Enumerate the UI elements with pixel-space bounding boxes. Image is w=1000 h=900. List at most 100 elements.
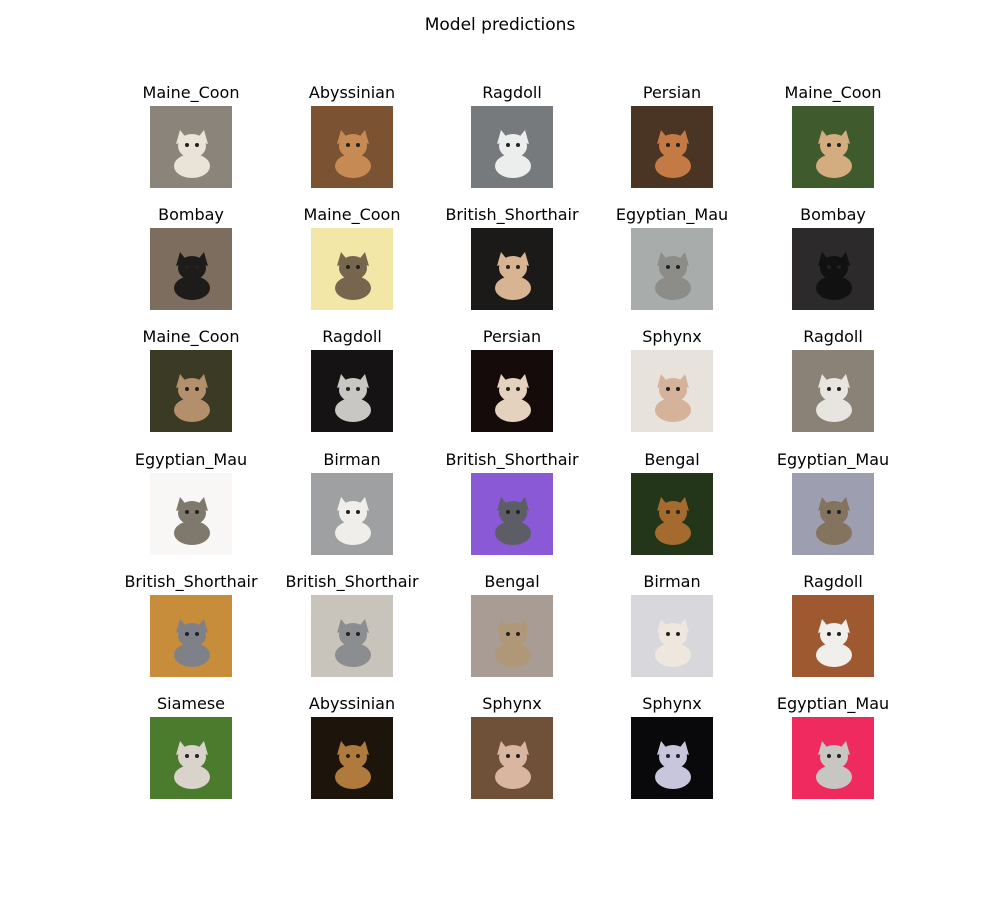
cat-shape [331, 495, 375, 545]
prediction-cell: Birman [572, 573, 772, 683]
predicted-label: British_Shorthair [124, 572, 258, 591]
cat-shape [331, 739, 375, 789]
cat-shape [170, 128, 214, 178]
cat-image [471, 473, 553, 555]
predicted-label: Bengal [484, 572, 540, 591]
cat-shape [491, 495, 535, 545]
prediction-cell: Egyptian_Mau [733, 695, 933, 805]
predicted-label: Maine_Coon [303, 205, 401, 224]
cat-shape [331, 250, 375, 300]
prediction-cell: Birman [252, 451, 452, 561]
prediction-cell: Maine_Coon [91, 84, 291, 194]
predicted-label: Egyptian_Mau [134, 450, 248, 469]
cat-shape [170, 250, 214, 300]
cat-image [792, 473, 874, 555]
prediction-cell: British_Shorthair [252, 573, 452, 683]
cat-image [631, 595, 713, 677]
prediction-cell: Bombay [733, 206, 933, 316]
cat-image [150, 106, 232, 188]
predicted-label: Egyptian_Mau [776, 450, 890, 469]
cat-shape [812, 495, 856, 545]
cat-image [792, 228, 874, 310]
predicted-label: Maine_Coon [142, 327, 240, 346]
predicted-label: British_Shorthair [445, 205, 579, 224]
prediction-cell: Egyptian_Mau [91, 451, 291, 561]
predicted-label: Egyptian_Mau [615, 205, 729, 224]
predicted-label: Abyssinian [308, 83, 396, 102]
predicted-label: British_Shorthair [445, 450, 579, 469]
cat-image [311, 473, 393, 555]
cat-shape [651, 128, 695, 178]
prediction-cell: Bengal [412, 573, 612, 683]
predicted-label: Birman [323, 450, 381, 469]
prediction-cell: British_Shorthair [412, 206, 612, 316]
prediction-cell: Ragdoll [733, 573, 933, 683]
cat-shape [812, 739, 856, 789]
cat-image [311, 595, 393, 677]
prediction-cell: Sphynx [412, 695, 612, 805]
predicted-label: Ragdoll [803, 327, 863, 346]
cat-shape [812, 128, 856, 178]
cat-image [631, 350, 713, 432]
cat-image [631, 717, 713, 799]
predicted-label: Ragdoll [482, 83, 542, 102]
cat-shape [491, 250, 535, 300]
prediction-cell: British_Shorthair [412, 451, 612, 561]
cat-shape [170, 739, 214, 789]
prediction-cell: Ragdoll [412, 84, 612, 194]
cat-shape [491, 372, 535, 422]
cat-image [471, 595, 553, 677]
prediction-cell: Maine_Coon [733, 84, 933, 194]
prediction-cell: Egyptian_Mau [572, 206, 772, 316]
cat-shape [651, 739, 695, 789]
cat-image [471, 106, 553, 188]
cat-shape [170, 617, 214, 667]
cat-image [311, 228, 393, 310]
predicted-label: Ragdoll [322, 327, 382, 346]
cat-shape [812, 250, 856, 300]
cat-image [311, 717, 393, 799]
predicted-label: British_Shorthair [285, 572, 419, 591]
predicted-label: Bombay [158, 205, 224, 224]
cat-image [150, 473, 232, 555]
prediction-cell: Abyssinian [252, 84, 452, 194]
predicted-label: Sphynx [642, 327, 702, 346]
cat-image [150, 595, 232, 677]
cat-shape [651, 495, 695, 545]
prediction-cell: British_Shorthair [91, 573, 291, 683]
prediction-cell: Abyssinian [252, 695, 452, 805]
cat-shape [170, 495, 214, 545]
cat-shape [331, 372, 375, 422]
cat-shape [170, 372, 214, 422]
cat-shape [331, 128, 375, 178]
cat-image [150, 350, 232, 432]
cat-image [471, 350, 553, 432]
cat-shape [491, 739, 535, 789]
cat-image [311, 350, 393, 432]
prediction-cell: Siamese [91, 695, 291, 805]
predicted-label: Birman [643, 572, 701, 591]
predicted-label: Persian [642, 83, 702, 102]
prediction-cell: Ragdoll [252, 328, 452, 438]
cat-image [792, 350, 874, 432]
cat-image [631, 228, 713, 310]
cat-image [631, 473, 713, 555]
predicted-label: Sphynx [642, 694, 702, 713]
prediction-cell: Bengal [572, 451, 772, 561]
prediction-cell: Egyptian_Mau [733, 451, 933, 561]
figure-title: Model predictions [424, 15, 576, 35]
cat-shape [651, 372, 695, 422]
cat-image [150, 228, 232, 310]
prediction-cell: Bombay [91, 206, 291, 316]
cat-shape [491, 128, 535, 178]
cat-shape [812, 617, 856, 667]
cat-image [471, 717, 553, 799]
cat-shape [651, 250, 695, 300]
prediction-cell: Persian [572, 84, 772, 194]
cat-image [792, 595, 874, 677]
prediction-cell: Sphynx [572, 695, 772, 805]
predicted-label: Maine_Coon [784, 83, 882, 102]
predicted-label: Ragdoll [803, 572, 863, 591]
prediction-cell: Maine_Coon [91, 328, 291, 438]
